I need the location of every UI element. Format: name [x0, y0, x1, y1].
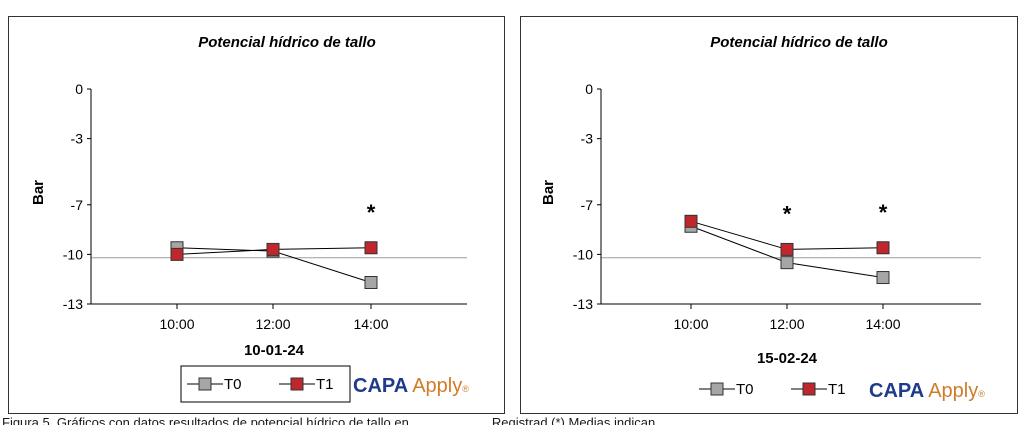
figure-caption: Figura 5. Gráficos con datos resultados …: [2, 414, 1028, 425]
logo-apply: Apply: [928, 380, 978, 402]
y-tick-label: -10: [573, 246, 593, 262]
data-point-t1: [876, 241, 890, 255]
figure-caption-text: Figura 5. Gráficos con datos resultados …: [2, 415, 667, 425]
data-point-t1: [684, 214, 698, 228]
legend-marker-t1: [290, 377, 304, 391]
chart-title: Potencial hídrico de tallo: [710, 34, 888, 51]
x-tick-label: 12:00: [769, 316, 804, 332]
legend-box: [180, 365, 351, 403]
x-axis-title: 15-02-24: [757, 350, 818, 367]
x-tick-label: 14:00: [353, 316, 388, 332]
data-point-t1: [170, 247, 184, 261]
y-tick-label: 0: [75, 81, 83, 97]
capa-apply-logo: CAPA Apply®: [869, 380, 985, 402]
y-tick-label: -13: [63, 296, 83, 312]
capa-apply-logo: CAPA Apply®: [353, 375, 469, 397]
y-tick-label: -10: [63, 246, 83, 262]
legend-label-t0: T0: [224, 376, 242, 393]
x-tick-label: 10:00: [673, 316, 708, 332]
legend-label-t0: T0: [736, 381, 754, 398]
logo-mark: ®: [462, 384, 469, 394]
y-tick-label: 0: [585, 81, 593, 97]
legend-label-t1: T1: [828, 381, 846, 398]
legend-marker-t0: [198, 377, 212, 391]
significance-asterisk: *: [367, 200, 376, 225]
legend-marker-t1: [802, 382, 816, 396]
chart-panel-2: Potencial hídrico de tallo 0 -3 -7 -10 -13 Bar…: [520, 16, 1018, 414]
y-tick-label: -7: [581, 197, 594, 213]
chart-title: Potencial hídrico de tallo: [198, 34, 376, 51]
x-axis-title: 10-01-24: [244, 342, 305, 359]
line-chart: Potencial hídrico de tallo 0 -3 -7 -10 -13 Bar…: [540, 34, 985, 402]
legend-marker-t0: [710, 382, 724, 396]
legend-label-t1: T1: [316, 376, 334, 393]
logo-capa: CAPA: [353, 375, 408, 397]
significance-asterisk: *: [879, 200, 888, 225]
data-point-t1: [364, 241, 378, 255]
data-point-t1: [266, 242, 280, 256]
y-axis-title: Bar: [540, 180, 557, 205]
data-point-t1: [780, 242, 794, 256]
y-tick-label: -13: [573, 296, 593, 312]
y-tick-label: -7: [71, 197, 84, 213]
x-tick-label: 14:00: [865, 316, 900, 332]
y-tick-label: -3: [581, 131, 594, 147]
x-tick-label: 12:00: [255, 316, 290, 332]
x-tick-label: 10:00: [159, 316, 194, 332]
data-point-t0: [364, 276, 378, 289]
y-axis-title: Bar: [30, 180, 47, 205]
logo-mark: ®: [978, 389, 985, 399]
y-tick-label: -3: [71, 131, 84, 147]
data-point-t0: [876, 271, 890, 285]
logo-apply: Apply: [412, 375, 462, 397]
logo-capa: CAPA: [869, 380, 924, 402]
data-point-t0: [780, 256, 794, 270]
line-chart: Potencial hídrico de tallo 0 -3 -7 -10 -13 Bar…: [30, 34, 469, 403]
significance-asterisk: *: [783, 201, 792, 226]
chart-panel-1: Potencial hídrico de tallo 0 -3 -7 -10 -13 Bar…: [8, 16, 505, 414]
